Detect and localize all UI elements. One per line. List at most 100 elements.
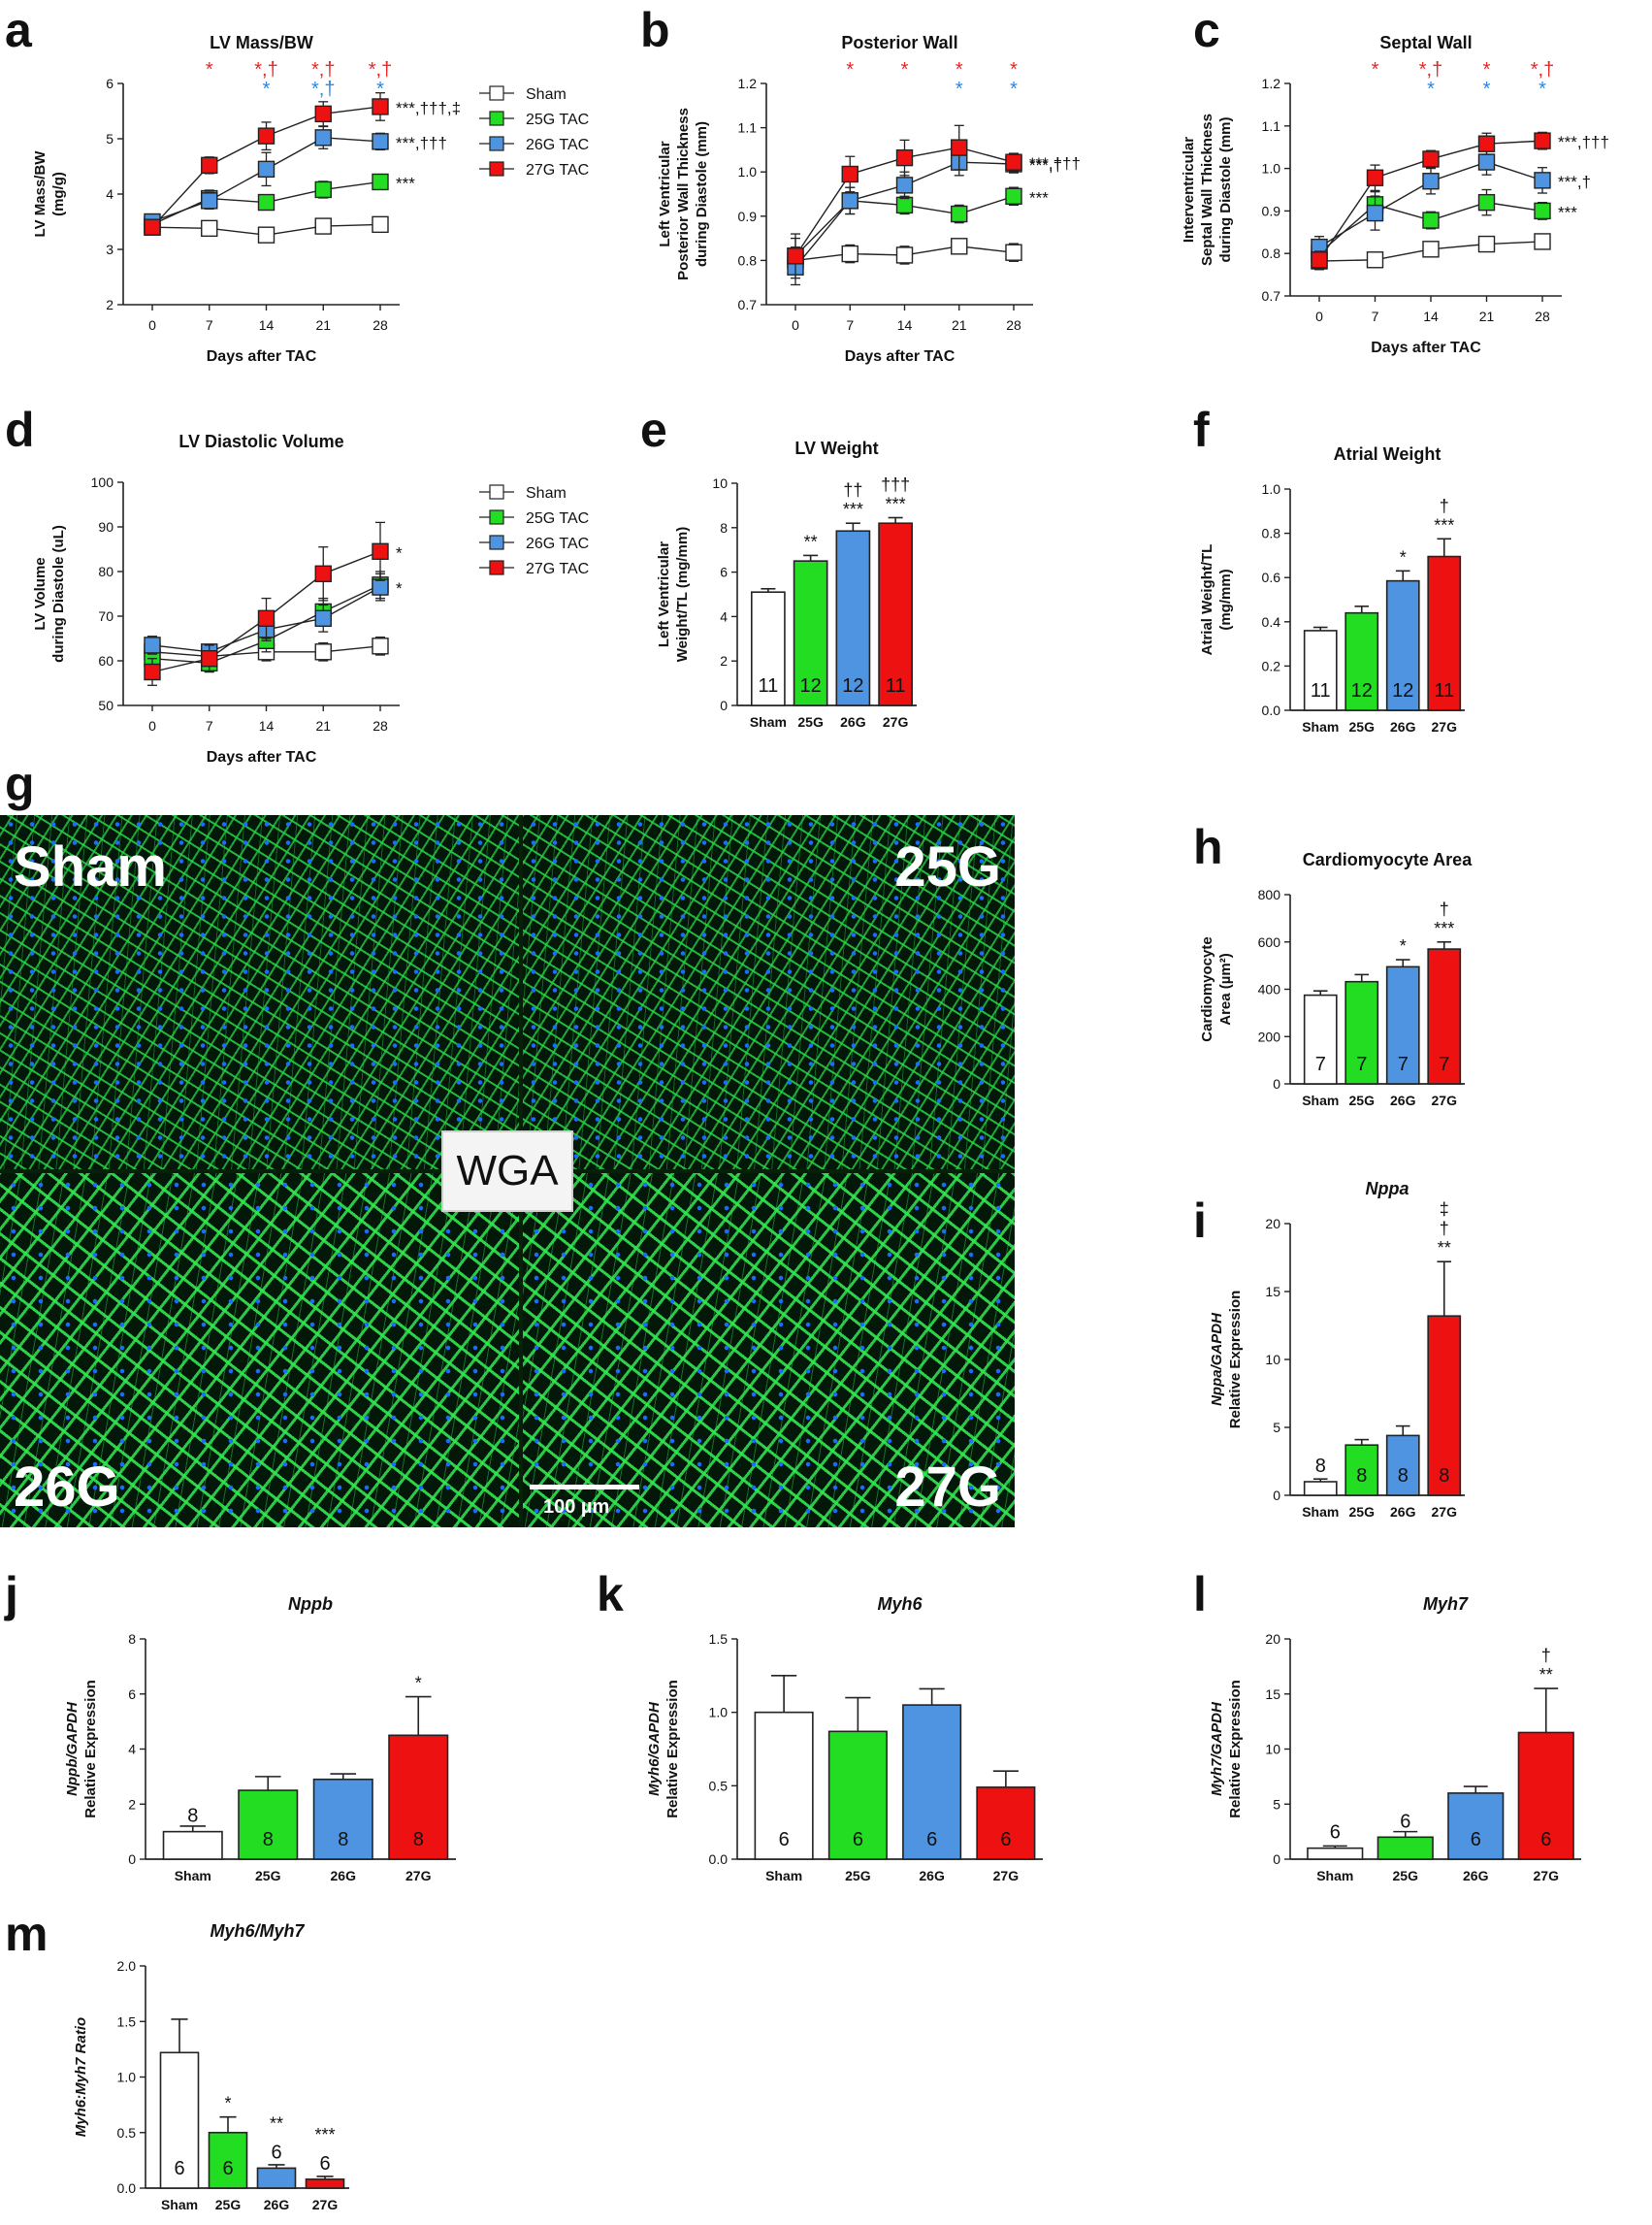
chart-title: LV Diastolic Volume	[178, 432, 343, 451]
significance-mark: **	[1438, 1238, 1451, 1258]
data-point	[787, 247, 804, 265]
data-point	[1422, 241, 1440, 258]
y-tick-label: 0.5	[709, 1778, 729, 1793]
series-end-label: ***,†††,‡	[396, 99, 461, 117]
panel-letter: a	[5, 3, 33, 57]
data-point	[1422, 173, 1440, 190]
data-point	[201, 156, 218, 175]
y-tick-label: 1.2	[1262, 76, 1281, 91]
x-tick-label: 26G	[1390, 1504, 1416, 1520]
data-point	[257, 226, 275, 244]
bar-sham	[1303, 1481, 1338, 1496]
chart-l: l Myh7 0 5 10 15 20 Sham 6 25G 6 26G 6 27G 6 **† Myh7/GA…	[1193, 1567, 1581, 1883]
data-point	[144, 663, 161, 681]
x-tick-label: 25G	[845, 1868, 871, 1883]
x-tick-label: 14	[1423, 309, 1439, 324]
y-tick-label: 1.0	[738, 164, 758, 180]
chart-title: LV Weight	[794, 439, 878, 458]
bar-26g	[1385, 1434, 1420, 1496]
sample-size: 8	[1398, 1465, 1409, 1487]
significance-mark: ††	[843, 480, 862, 500]
data-point	[841, 165, 858, 183]
bar-27g	[305, 2178, 345, 2189]
y-axis-label: Weight/TL (mg/mm)	[674, 527, 691, 662]
data-point	[951, 139, 968, 156]
significance-blue: *	[1539, 79, 1546, 100]
significance-blue: *	[1483, 79, 1491, 100]
significance-red: *,†	[254, 59, 277, 81]
sample-size: 6	[1540, 1829, 1551, 1850]
significance-red: *	[1483, 59, 1491, 81]
chart-title: Cardiomyocyte Area	[1303, 850, 1473, 869]
chart-title: Atrial Weight	[1334, 444, 1441, 464]
chart-title: LV Mass/BW	[210, 33, 313, 52]
data-point	[372, 215, 389, 234]
sample-size: 8	[1356, 1465, 1367, 1487]
sample-size: 12	[800, 675, 822, 697]
legend-label: 25G TAC	[526, 112, 589, 128]
data-point	[201, 650, 218, 668]
x-tick-label: 25G	[1349, 1504, 1376, 1520]
wga-stain-label: WGA	[441, 1130, 573, 1212]
x-tick-label: Sham	[1316, 1868, 1353, 1883]
significance-mark: ‡	[1440, 1199, 1449, 1219]
legend-label: Sham	[526, 86, 567, 103]
chart-title: Myh7	[1423, 1594, 1469, 1614]
y-axis-label: LV Mass/BW	[32, 150, 49, 238]
y-axis-label: Septal Wall Thickness	[1199, 114, 1215, 266]
y-axis-label: Cardiomyocyte	[1199, 936, 1215, 1041]
bar-25g	[238, 1789, 299, 1860]
panel-letter: b	[640, 3, 670, 57]
y-tick-label: 2	[128, 1796, 136, 1812]
y-tick-label: 1.1	[738, 120, 758, 136]
chart-b: b Posterior Wall 0.7 0.8 0.9 1.0 1.1 1.2 0 7 14 21 2…	[640, 3, 1081, 365]
data-point	[372, 173, 389, 191]
sample-size: 8	[263, 1829, 274, 1850]
y-tick-label: 0	[1273, 1076, 1280, 1092]
y-tick-label: 0.7	[1262, 288, 1281, 304]
chart-e: e LV Weight0246810Sham1125G12**26G12***††…	[640, 403, 917, 730]
x-tick-label: 27G	[993, 1868, 1020, 1883]
sample-size: 7	[1315, 1054, 1326, 1075]
x-tick-label: 28	[373, 317, 388, 333]
y-tick-label: 80	[98, 564, 113, 579]
significance-blue: *	[263, 79, 271, 100]
y-tick-label: 800	[1258, 887, 1281, 902]
sample-size: 8	[187, 1806, 198, 1827]
y-tick-label: 5	[106, 131, 113, 147]
significance-mark: †	[1440, 496, 1449, 515]
y-axis-label: Relative Expression	[1227, 1680, 1244, 1818]
x-tick-label: 21	[952, 317, 967, 333]
y-axis-label: during Diastole (uL)	[50, 525, 67, 663]
y-axis-label: during Diastole (mm)	[1217, 116, 1234, 262]
y-tick-label: 1.0	[709, 1705, 729, 1720]
y-tick-label: 6	[106, 76, 113, 91]
legend-label: 25G TAC	[526, 510, 589, 527]
sample-size: 6	[853, 1829, 863, 1850]
significance-mark: ***	[886, 494, 906, 513]
data-point	[1005, 153, 1022, 171]
significance-red: *	[956, 59, 963, 81]
sample-size: 6	[779, 1829, 790, 1850]
bar-25g	[1377, 1836, 1434, 1860]
panel-letter: i	[1193, 1194, 1207, 1248]
y-tick-label: 50	[98, 698, 113, 713]
significance-mark: *	[1400, 936, 1407, 956]
data-point	[1534, 202, 1551, 220]
y-axis-label: Nppa/GAPDH	[1209, 1312, 1225, 1406]
legend-marker	[489, 535, 504, 550]
x-tick-label: 27G	[312, 2197, 339, 2212]
x-tick-label: 28	[1006, 317, 1021, 333]
sample-size: 8	[1439, 1465, 1449, 1487]
sample-size: 6	[1471, 1829, 1481, 1850]
data-point	[201, 192, 218, 210]
x-tick-label: 27G	[405, 1868, 432, 1883]
bar-25g	[1344, 1444, 1379, 1496]
series-end-label: *	[396, 543, 403, 562]
bar-sham	[1307, 1847, 1364, 1860]
y-tick-label: 400	[1258, 982, 1281, 998]
significance-mark: †	[1541, 1646, 1551, 1665]
data-point	[841, 192, 858, 210]
sample-size: 7	[1439, 1054, 1449, 1075]
